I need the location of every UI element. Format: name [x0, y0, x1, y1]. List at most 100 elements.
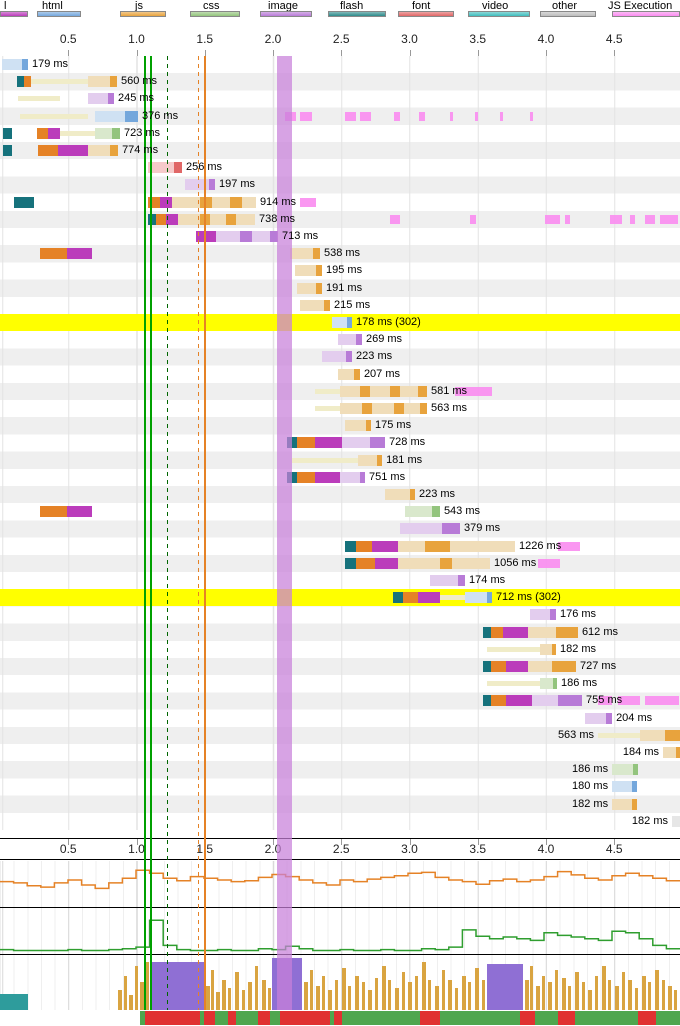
request-phase-J: [199, 196, 212, 208]
request-time-label: 186 ms: [572, 763, 609, 776]
main-thread-bar: [475, 968, 479, 1010]
waterfall-row[interactable]: 191 ms: [0, 280, 680, 297]
request-phase-C: [632, 764, 638, 776]
waterfall-row[interactable]: 723 ms: [0, 125, 680, 142]
request-phase-con: [490, 661, 506, 672]
waterfall-row[interactable]: 269 ms: [0, 331, 680, 348]
waterfall-row[interactable]: 712 ms (302): [0, 589, 680, 607]
request-phase-i: [530, 609, 550, 621]
waterfall-row[interactable]: 207 ms: [0, 366, 680, 383]
request-phase-ssl: [315, 437, 343, 449]
waterfall-row[interactable]: 755 ms: [0, 692, 680, 709]
request-time-label: 204 ms: [616, 711, 653, 724]
waterfall-row[interactable]: 181 ms: [0, 452, 680, 469]
waterfall-row[interactable]: 1226 ms: [0, 538, 680, 555]
legend-label-js-execution: JS Execution: [608, 0, 673, 12]
axis-tick-label: 1.0: [128, 842, 145, 856]
bandwidth-chart: [0, 908, 680, 955]
waterfall-row[interactable]: 186 ms: [0, 761, 680, 778]
request-phase-C: [112, 127, 120, 139]
waterfall-row[interactable]: 728 ms: [0, 434, 680, 451]
waterfall-row[interactable]: 186 ms: [0, 675, 680, 692]
cpu-utilization-line: [0, 869, 680, 890]
waterfall-row[interactable]: 197 ms: [0, 176, 680, 193]
legend-swatch-font: [398, 11, 454, 17]
request-phase-j: [539, 643, 552, 655]
main-thread-bar: [655, 970, 659, 1010]
request-phase-i: [399, 523, 442, 535]
js-execution-mark: [644, 214, 656, 224]
main-thread-activity-chart: [0, 955, 680, 1010]
waterfall-row[interactable]: 612 ms: [0, 624, 680, 641]
request-phase-J: [393, 403, 405, 414]
waterfall-row[interactable]: 256 ms: [0, 159, 680, 176]
waterfall-row[interactable]: 543 ms: [0, 503, 680, 520]
waterfall-row[interactable]: 223 ms: [0, 486, 680, 503]
main-thread-bar: [375, 978, 378, 1010]
waterfall-row[interactable]: 563 ms: [0, 727, 680, 744]
main-thread-bar: [355, 976, 359, 1010]
waterfall-chart[interactable]: 179 ms 560 ms 245 ms 376 ms 723 ms 774 ms 256 …: [0, 56, 680, 830]
waterfall-row[interactable]: 180 ms: [0, 778, 680, 795]
request-phase-dns: [3, 127, 12, 139]
waterfall-row[interactable]: 376 ms: [0, 108, 680, 125]
waterfall-row[interactable]: 176 ms: [0, 606, 680, 623]
waterfall-row[interactable]: 182 ms: [0, 796, 680, 813]
request-phase-J: [312, 248, 320, 260]
request-time-label: 914 ms: [259, 195, 297, 208]
waterfall-row[interactable]: 379 ms: [0, 520, 680, 537]
waterfall-row[interactable]: 560 ms: [0, 73, 680, 90]
waterfall-row[interactable]: 182 ms: [0, 813, 680, 830]
waterfall-row[interactable]: 563 ms: [0, 400, 680, 417]
request-phase-dns: [345, 540, 356, 552]
waterfall-row[interactable]: 738 ms: [0, 211, 680, 228]
waterfall-row[interactable]: 178 ms (302): [0, 314, 680, 332]
request-phase-h: [95, 110, 126, 122]
waterfall-row[interactable]: 223 ms: [0, 348, 680, 365]
waterfall-row[interactable]: 1056 ms: [0, 555, 680, 572]
bandwidth-in: [0, 919, 680, 952]
request-phase-H: [346, 317, 353, 328]
waterfall-row[interactable]: 175 ms: [0, 417, 680, 434]
request-time-label: 175 ms: [375, 419, 412, 432]
request-phase-I: [457, 575, 466, 586]
request-phase-ssl: [67, 506, 92, 518]
main-thread-bar: [662, 980, 665, 1010]
legend-label-image: image: [268, 0, 298, 12]
waterfall-row[interactable]: 713 ms: [0, 228, 680, 245]
request-phase-dns: [482, 626, 491, 638]
legend-swatch-l: [0, 11, 28, 17]
request-phase-wait: [315, 406, 340, 411]
request-phase-H: [21, 59, 28, 70]
waterfall-row[interactable]: 914 ms: [0, 194, 680, 211]
long-task-segment: [204, 1011, 215, 1025]
request-time-label: 774 ms: [122, 144, 159, 156]
waterfall-row[interactable]: 774 ms: [0, 142, 680, 159]
waterfall-row[interactable]: 245 ms: [0, 90, 680, 107]
request-phase-J: [359, 385, 371, 397]
main-thread-bar: [487, 964, 523, 1010]
waterfall-row[interactable]: 538 ms: [0, 245, 680, 262]
waterfall-row[interactable]: 581 ms: [0, 383, 680, 400]
request-phase-con: [156, 213, 166, 225]
main-thread-bar: [562, 978, 566, 1010]
waterfall-row[interactable]: 195 ms: [0, 262, 680, 279]
long-task-segment: [638, 1011, 656, 1025]
waterfall-row[interactable]: 179 ms: [0, 56, 680, 73]
request-time-label: 184 ms: [622, 746, 659, 758]
waterfall-row[interactable]: 215 ms: [0, 297, 680, 314]
waterfall-row[interactable]: 204 ms: [0, 710, 680, 727]
js-execution-mark: [300, 111, 313, 121]
waterfall-row[interactable]: 751 ms: [0, 469, 680, 486]
waterfall-row[interactable]: 182 ms: [0, 641, 680, 658]
waterfall-row[interactable]: 174 ms: [0, 572, 680, 589]
waterfall-row[interactable]: 727 ms: [0, 658, 680, 675]
request-phase-j: [640, 729, 666, 741]
main-thread-bar: [129, 995, 133, 1010]
main-thread-bar: [542, 976, 545, 1010]
waterfall-row[interactable]: 184 ms: [0, 744, 680, 761]
request-time-label: 738 ms: [258, 212, 296, 225]
long-task-segment: [258, 1011, 270, 1025]
request-time-label: 543 ms: [443, 505, 481, 518]
request-phase-ssl: [315, 471, 340, 483]
